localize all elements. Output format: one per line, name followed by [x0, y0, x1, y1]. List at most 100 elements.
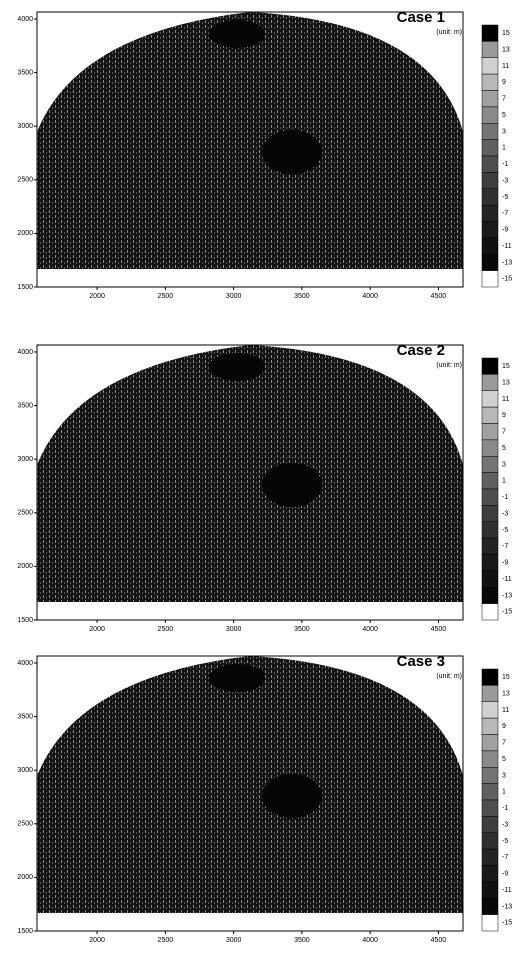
x-tick-label: 4000: [362, 937, 378, 944]
x-tick-label: 4000: [362, 293, 378, 300]
x-tick-label: 2000: [89, 937, 105, 944]
colorbar-cell: [481, 881, 499, 899]
depression: [262, 774, 322, 818]
colorbar-label: 7: [502, 429, 506, 436]
x-tick-label: 4000: [362, 626, 378, 633]
colorbar-label: 15: [502, 363, 510, 370]
field: [37, 12, 463, 269]
colorbar-label: 1: [502, 478, 506, 485]
colorbar-cell: [481, 717, 499, 735]
colorbar-cell: [481, 668, 499, 686]
colorbar-cell: [481, 799, 499, 817]
colorbar-label: -15: [502, 276, 512, 283]
x-tick-label: 4500: [431, 937, 447, 944]
colorbar-cell: [481, 57, 499, 75]
colorbar-cell: [481, 505, 499, 522]
colorbar-label: -1: [502, 805, 508, 812]
colorbar-label: -13: [502, 903, 512, 910]
x-tick-label: 2500: [158, 626, 174, 633]
y-tick-label: 3000: [17, 767, 33, 774]
colorbar-cell: [481, 270, 499, 288]
panel-title: Case 3: [397, 653, 445, 670]
colorbar-label: -15: [502, 609, 512, 616]
unit-label: (unit: m): [436, 673, 462, 680]
colorbar-label: -9: [502, 560, 508, 567]
colorbar-label: -7: [502, 854, 508, 861]
colorbar-cell: [481, 865, 499, 883]
colorbar-label: -15: [502, 920, 512, 927]
colorbar-cell: [481, 488, 499, 506]
x-tick-label: 3000: [226, 293, 242, 300]
x-tick-label: 3500: [294, 626, 310, 633]
colorbar-label: -13: [502, 592, 512, 599]
colorbar-cell: [481, 537, 499, 555]
x-tick-label: 2000: [89, 293, 105, 300]
colorbar-cell: [481, 570, 499, 588]
colorbar-cell: [481, 106, 499, 124]
colorbar-label: 13: [502, 46, 510, 53]
colorbar-label: -7: [502, 210, 508, 217]
colorbar-label: 11: [502, 63, 509, 70]
colorbar-cell: [481, 423, 499, 441]
depression: [262, 130, 322, 174]
colorbar-cell: [481, 374, 499, 391]
x-tick-label: 2500: [158, 293, 174, 300]
colorbar-cell: [481, 172, 499, 189]
y-tick-label: 4000: [17, 660, 33, 667]
colorbar-cell: [481, 685, 499, 702]
colorbar-label: -3: [502, 821, 508, 828]
y-tick-label: 2000: [17, 563, 33, 570]
colorbar-label: 13: [502, 379, 510, 386]
colorbar-cell: [481, 254, 499, 271]
colorbar-cell: [481, 90, 499, 108]
colorbar-label: 15: [502, 674, 510, 681]
colorbar-label: 15: [502, 30, 510, 37]
x-tick-label: 4500: [431, 293, 447, 300]
colorbar-cell: [481, 701, 499, 719]
y-tick-label: 2500: [17, 510, 33, 517]
colorbar-cell: [481, 24, 499, 42]
colorbar-cell: [481, 914, 499, 932]
panel-title: Case 1: [397, 9, 445, 26]
colorbar-cell: [481, 521, 499, 539]
colorbar-cell: [481, 439, 499, 457]
plot-frame: [36, 344, 464, 621]
y-tick-label: 2500: [17, 821, 33, 828]
field: [37, 656, 463, 913]
x-tick-label: 3500: [294, 293, 310, 300]
colorbar-cell: [481, 221, 499, 239]
colorbar-cell: [481, 357, 499, 375]
x-tick-label: 3500: [294, 937, 310, 944]
x-tick-label: 2000: [89, 626, 105, 633]
colorbar-cell: [481, 554, 499, 572]
colorbar-cell: [481, 41, 499, 58]
y-tick-label: 3500: [17, 713, 33, 720]
colorbar-cell: [481, 734, 499, 752]
y-tick-label: 3000: [17, 123, 33, 130]
colorbar-cell: [481, 456, 499, 473]
colorbar-cell: [481, 832, 499, 850]
colorbar-label: 3: [502, 772, 506, 779]
colorbar-label: 9: [502, 412, 506, 419]
colorbar-label: 9: [502, 723, 506, 730]
x-tick-label: 2500: [158, 937, 174, 944]
colorbar-cell: [481, 155, 499, 173]
colorbar-cell: [481, 390, 499, 408]
depression: [209, 664, 265, 692]
y-tick-label: 2500: [17, 177, 33, 184]
colorbar-cell: [481, 188, 499, 206]
depression: [209, 20, 265, 48]
colorbar-label: -3: [502, 510, 508, 517]
unit-label: (unit: m): [436, 362, 462, 369]
y-tick-label: 3500: [17, 402, 33, 409]
colorbar-label: -11: [502, 887, 512, 894]
colorbar-cell: [481, 73, 499, 91]
y-tick-label: 2000: [17, 230, 33, 237]
y-tick-label: 3500: [17, 69, 33, 76]
colorbar-cell: [481, 587, 499, 604]
colorbar-label: -7: [502, 543, 508, 550]
colorbar-label: -1: [502, 161, 508, 168]
colorbar-label: 3: [502, 128, 506, 135]
colorbar-label: 3: [502, 461, 506, 468]
colorbar-cell: [481, 123, 499, 140]
